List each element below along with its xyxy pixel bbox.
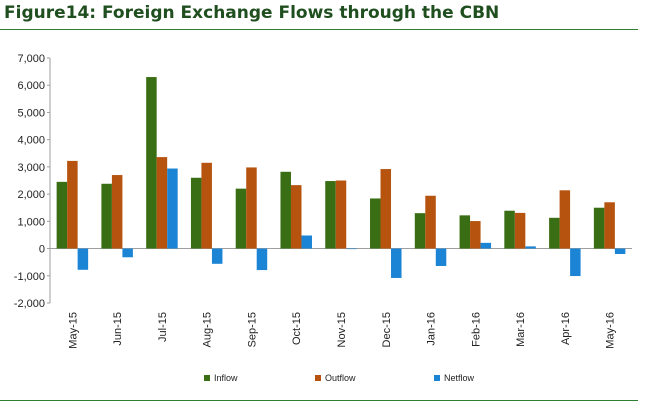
x-tick-label: Aug-15	[202, 312, 214, 347]
bar-outflow-nov-15	[335, 180, 347, 249]
bar-inflow-aug-15	[190, 177, 202, 249]
y-tick-label: 2,000	[17, 189, 45, 201]
bar-outflow-may-15	[67, 160, 78, 249]
x-tick-label: Mar-16	[515, 312, 527, 347]
bars	[56, 77, 626, 278]
y-tick-label: 6,000	[17, 80, 45, 92]
bar-netflow-feb-16	[480, 242, 492, 249]
y-tick-label: 1,000	[17, 216, 45, 228]
bar-inflow-oct-15	[280, 171, 291, 249]
bar-netflow-aug-15	[211, 248, 223, 264]
x-tick-label: Jul-15	[157, 312, 169, 342]
x-tick-label: Dec-15	[381, 312, 393, 347]
bar-inflow-may-16	[593, 207, 605, 249]
legend-swatch-inflow	[204, 375, 210, 381]
bar-inflow-jun-15	[101, 183, 112, 249]
bar-netflow-sep-15	[256, 248, 268, 271]
title-divider	[0, 29, 638, 30]
bar-outflow-oct-15	[290, 185, 302, 249]
bar-netflow-nov-15	[346, 248, 357, 250]
bar-netflow-may-15	[77, 248, 89, 270]
bar-netflow-jul-15	[167, 168, 178, 249]
bar-netflow-may-16	[614, 248, 626, 254]
y-tick-label: 5,000	[17, 107, 45, 119]
chart-title: Figure14: Foreign Exchange Flows through…	[4, 3, 500, 23]
x-tick-label: Nov-15	[336, 312, 348, 347]
x-tick-label: Oct-15	[291, 312, 303, 345]
bar-inflow-may-15	[56, 181, 68, 249]
bar-outflow-mar-16	[514, 212, 526, 249]
bar-netflow-dec-15	[391, 248, 402, 278]
y-tick-label: -1,000	[14, 271, 45, 283]
bar-outflow-jul-15	[156, 157, 168, 249]
bar-inflow-jan-16	[414, 213, 426, 249]
y-tick-labels: -2,000 -1,000 0 1,000 2,000 3,000 4,000 5,000 6,…	[14, 53, 50, 310]
legend-label-outflow: Outflow	[325, 373, 356, 383]
bar-outflow-sep-15	[246, 167, 257, 249]
x-tick-label: May-15	[67, 312, 79, 349]
bar-netflow-mar-16	[525, 246, 536, 249]
x-tick-label: Jan-16	[426, 312, 438, 346]
legend-label-inflow: Inflow	[214, 373, 238, 383]
y-tick-label: 3,000	[17, 162, 45, 174]
bar-outflow-jun-15	[111, 175, 123, 249]
bar-outflow-may-16	[604, 202, 615, 249]
x-tick-label: Jun-15	[112, 312, 124, 346]
bar-inflow-jul-15	[146, 77, 157, 249]
legend: Inflow Outflow Netflow	[204, 373, 475, 383]
bar-outflow-aug-15	[201, 162, 212, 249]
x-tick-label: May-16	[605, 312, 617, 349]
bar-inflow-apr-16	[549, 217, 560, 249]
x-tick-label: Apr-16	[560, 312, 572, 345]
bar-outflow-apr-16	[559, 190, 571, 249]
y-tick-label: -2,000	[14, 298, 45, 310]
legend-swatch-outflow	[315, 375, 321, 381]
bar-outflow-dec-15	[380, 169, 392, 249]
bar-inflow-dec-15	[370, 198, 381, 249]
x-tick-label: Feb-16	[470, 312, 482, 347]
bar-netflow-jun-15	[122, 248, 133, 258]
y-tick-label: 4,000	[17, 135, 45, 147]
legend-swatch-netflow	[434, 375, 440, 381]
bar-outflow-feb-16	[470, 221, 481, 249]
x-tick-label: Sep-15	[246, 312, 258, 347]
legend-label-netflow: Netflow	[444, 373, 475, 383]
bar-netflow-oct-15	[301, 235, 312, 249]
bar-inflow-sep-15	[235, 188, 247, 249]
bar-inflow-feb-16	[459, 215, 471, 249]
bar-inflow-mar-16	[504, 210, 515, 249]
bar-netflow-jan-16	[435, 248, 447, 266]
bottom-divider	[0, 400, 638, 401]
x-tick-labels: May-15 Jun-15 Jul-15 Aug-15 Sep-15 Oct-15 Nov-…	[67, 312, 616, 349]
y-tick-label: 7,000	[17, 53, 45, 65]
bar-netflow-apr-16	[570, 248, 581, 277]
bar-inflow-nov-15	[325, 181, 336, 249]
y-tick-label: 0	[39, 244, 45, 256]
bar-outflow-jan-16	[425, 195, 436, 249]
